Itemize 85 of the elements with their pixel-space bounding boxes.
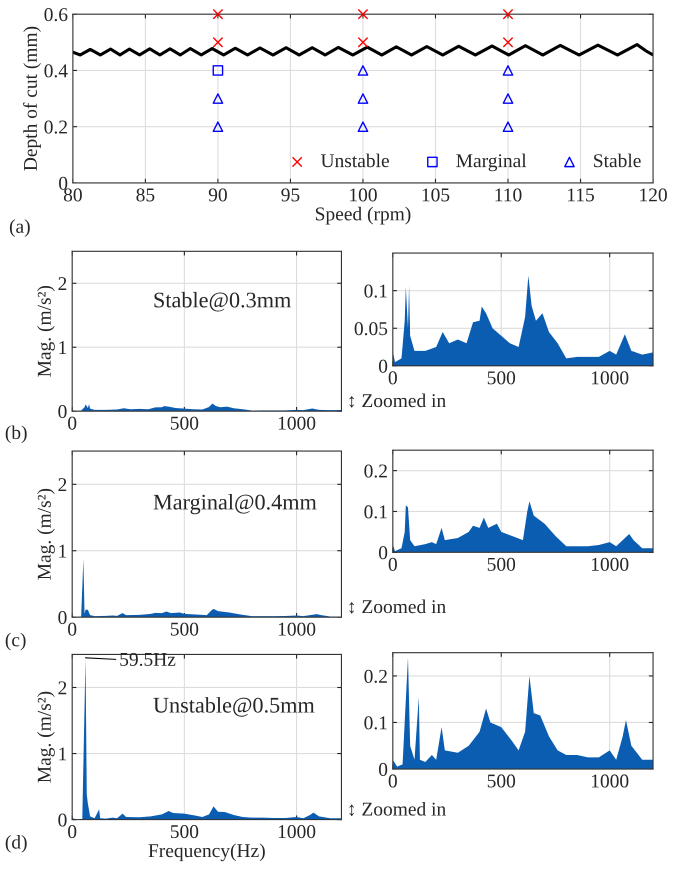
x-tick-label: 500 bbox=[170, 622, 198, 636]
x-tick-label: 115 bbox=[568, 188, 594, 202]
y-tick-label: 1 bbox=[59, 544, 66, 558]
text: (c) bbox=[6, 632, 26, 650]
x-tick-label: 1000 bbox=[278, 825, 316, 838]
x-tick-label: 0 bbox=[388, 558, 397, 571]
text: (b) bbox=[6, 425, 27, 444]
point bbox=[212, 8, 224, 20]
y-tick-label: 2 bbox=[58, 277, 66, 290]
y-tick-label: 0.1 bbox=[364, 716, 387, 730]
x-tick-label: 500 bbox=[488, 774, 516, 788]
y-tick-label: 0.2 bbox=[364, 670, 387, 683]
x-tick-label: 1000 bbox=[592, 371, 628, 384]
point bbox=[502, 93, 514, 104]
y-axis-title: Depth of cut (mm) bbox=[23, 26, 41, 171]
point bbox=[212, 121, 224, 132]
y-tick-label: 0.05 bbox=[354, 322, 388, 336]
x-tick-label: 85 bbox=[136, 188, 154, 202]
y-tick-label: 0 bbox=[59, 176, 68, 190]
y-tick-label: 0 bbox=[58, 813, 67, 827]
y-tick-label: 0.2 bbox=[364, 464, 387, 478]
legend-label: Stable bbox=[594, 154, 641, 168]
point bbox=[358, 121, 368, 132]
x-tick-label: 1000 bbox=[592, 774, 628, 788]
line-series bbox=[72, 43, 654, 57]
y-tick-label: 1 bbox=[59, 747, 66, 760]
text: (a) bbox=[10, 219, 30, 237]
x-tick-label: 500 bbox=[170, 825, 198, 838]
annotation: Unstable@0.5mm bbox=[153, 697, 314, 717]
x-tick-label: 1000 bbox=[278, 622, 316, 636]
x-tick-label: 1000 bbox=[592, 558, 628, 571]
y-tick-label: 0 bbox=[58, 610, 67, 624]
x-tick-label: 500 bbox=[488, 371, 516, 384]
point bbox=[358, 36, 368, 48]
x-tick-label: 80 bbox=[64, 188, 82, 202]
y-tick-label: 0.2 bbox=[44, 120, 67, 134]
y-tick-label: 0.1 bbox=[364, 284, 387, 298]
x-tick-label: 0 bbox=[388, 371, 397, 384]
annotation: 59.5Hz bbox=[120, 652, 176, 666]
legend-label: Unstable bbox=[320, 154, 389, 168]
x-axis-title: Speed (rpm) bbox=[316, 206, 410, 224]
y-tick-label: 0 bbox=[378, 762, 388, 776]
x-tick-label: 0 bbox=[68, 825, 76, 838]
legend-label: Marginal bbox=[456, 154, 526, 172]
y-tick-label: 0.1 bbox=[364, 505, 387, 519]
y-tick-label: 0 bbox=[378, 360, 388, 373]
x-tick-label: 95 bbox=[281, 188, 300, 202]
x-tick-label: 120 bbox=[640, 188, 667, 202]
point bbox=[502, 65, 514, 76]
x-tick-label: 100 bbox=[350, 188, 377, 202]
x-tick-label: 110 bbox=[496, 188, 522, 202]
point bbox=[212, 65, 224, 76]
y-tick-label: 2 bbox=[58, 681, 66, 694]
point bbox=[358, 65, 368, 76]
x-tick-label: 90 bbox=[208, 188, 227, 202]
y-tick-label: 1 bbox=[59, 341, 66, 354]
y-tick-label: 0 bbox=[378, 546, 388, 560]
annotation: Marginal@0.4mm bbox=[154, 494, 316, 514]
point bbox=[358, 93, 368, 104]
point bbox=[212, 93, 224, 104]
y-tick-label: 2 bbox=[58, 478, 66, 492]
text: (d) bbox=[6, 835, 27, 853]
text: ↕ Zoomed in bbox=[349, 802, 446, 816]
y-tick-label: 0 bbox=[58, 404, 67, 418]
y-tick-label: 0.6 bbox=[44, 8, 68, 22]
x-tick-label: 0 bbox=[68, 416, 76, 430]
x-tick-label: 0 bbox=[68, 622, 76, 636]
y-axis-title: Mag. (m/s²) bbox=[37, 692, 55, 783]
y-axis-title: Mag. (m/s²) bbox=[37, 286, 55, 377]
point bbox=[502, 8, 514, 20]
point bbox=[502, 36, 514, 48]
x-tick-label: 500 bbox=[488, 558, 516, 571]
x-axis-title: Frequency(Hz) bbox=[148, 844, 265, 862]
y-axis-title: Mag. (m/s²) bbox=[37, 488, 55, 580]
x-tick-label: 1000 bbox=[278, 416, 316, 430]
x-tick-label: 0 bbox=[388, 774, 397, 788]
y-tick-label: 0.4 bbox=[44, 64, 68, 78]
point bbox=[212, 36, 224, 48]
x-tick-label: 105 bbox=[422, 188, 450, 202]
text: ↕ Zoomed in bbox=[349, 600, 446, 614]
point bbox=[358, 8, 368, 20]
annotation: Stable@0.3mm bbox=[154, 292, 291, 312]
x-tick-label: 500 bbox=[170, 416, 198, 430]
point bbox=[502, 121, 514, 132]
text: ↕ Zoomed in bbox=[349, 394, 446, 408]
